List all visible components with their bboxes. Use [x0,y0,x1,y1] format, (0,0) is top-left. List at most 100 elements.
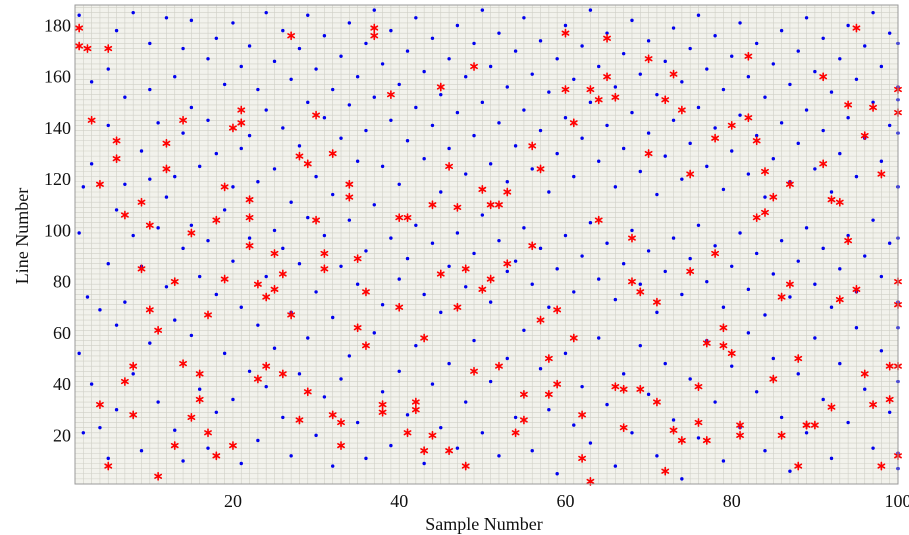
data-point-dot [173,174,177,179]
data-point-asterisk [137,264,146,274]
data-point-dot [89,382,94,386]
data-point-asterisk [486,200,495,210]
data-point-asterisk [761,167,769,176]
data-point-dot [763,449,767,453]
data-point-asterisk [869,103,877,112]
data-point-asterisk [362,341,370,351]
data-point-asterisk [145,220,154,230]
data-point-dot [630,110,634,115]
data-point-dot [771,156,776,161]
data-point-dot [214,151,219,156]
x-tick-label: 40 [390,491,408,511]
data-point-dot [430,382,435,386]
data-point-dot [214,410,219,414]
data-point-dot [447,57,451,61]
data-point-asterisk [661,466,670,476]
data-point-dot [696,436,701,440]
data-point-dot [680,177,684,181]
data-point-dot [272,228,277,233]
data-point-asterisk [503,187,512,197]
data-point-asterisk [303,159,312,169]
data-point-dot [804,226,809,230]
data-point-dot [173,428,177,432]
data-point-dot [397,277,401,281]
x-tick-label: 20 [224,491,242,511]
data-point-dot [430,123,435,128]
data-point-dot [513,144,518,148]
data-point-dot [281,28,285,33]
data-point-asterisk [619,384,628,394]
data-point-asterisk [162,164,171,174]
data-point-dot [447,361,451,366]
data-point-dot [646,131,651,135]
data-point-dot [796,259,800,263]
data-point-dot [439,310,443,315]
data-point-dot [505,85,509,89]
data-point-dot [189,105,194,110]
data-point-dot [372,203,376,207]
data-point-dot [788,295,792,299]
data-point-dot [738,231,742,235]
data-point-dot [513,49,518,53]
data-point-dot [788,82,792,87]
data-point-dot [106,456,110,461]
data-point-dot [879,274,884,279]
data-point-asterisk [353,254,362,263]
data-point-dot [430,36,435,40]
data-point-asterisk [303,387,312,397]
data-point-dot [272,167,277,171]
data-point-dot [887,31,892,35]
y-tick-label: 40 [53,374,71,394]
data-point-dot [322,233,327,238]
data-point-asterisk [403,213,412,223]
data-point-dot [713,400,717,404]
data-point-dot [247,236,252,240]
y-axis-label: Line Number [12,188,32,284]
data-point-asterisk [428,430,437,440]
data-point-dot [746,331,751,335]
data-point-asterisk [245,213,254,223]
data-point-asterisk [120,210,129,220]
data-point-dot [405,413,410,417]
data-point-dot [572,423,576,427]
data-point-dot [879,64,884,69]
data-point-dot [173,75,177,79]
data-point-dot [638,72,642,76]
data-point-dot [85,295,90,299]
data-point-asterisk [170,277,179,287]
data-point-asterisk [436,82,445,92]
data-point-dot [671,26,676,30]
data-point-dot [796,49,800,53]
data-point-dot [114,408,119,412]
y-tick-labels: 20 40 60 80 100 120 140 160 180 [44,15,71,445]
data-point-asterisk [129,361,138,371]
data-point-dot [364,128,368,133]
data-point-asterisk [561,85,570,94]
data-point-asterisk [802,420,811,430]
x-tick-label: 100 [885,491,909,511]
data-point-dot [480,431,485,435]
data-point-dot [721,87,726,92]
data-point-asterisk [75,23,84,33]
data-point-dot [746,75,751,79]
data-point-dot [455,110,460,115]
data-point-dot [713,244,717,248]
data-point-dot [372,8,376,12]
data-point-dot [389,28,393,33]
data-point-dot [488,64,493,69]
data-point-asterisk [83,44,92,53]
data-point-dot [214,36,219,40]
data-point-dot [497,238,501,243]
data-point-dot [713,126,717,130]
data-point-dot [289,77,293,81]
data-point-asterisk [112,154,121,164]
data-point-asterisk [378,400,387,409]
data-point-dot [314,290,318,294]
data-point-asterisk [536,315,545,325]
data-point-asterisk [702,436,711,445]
data-point-asterisk [877,461,886,471]
data-point-dot [680,292,684,297]
data-point-dot [281,415,285,420]
data-point-dot [472,133,476,138]
